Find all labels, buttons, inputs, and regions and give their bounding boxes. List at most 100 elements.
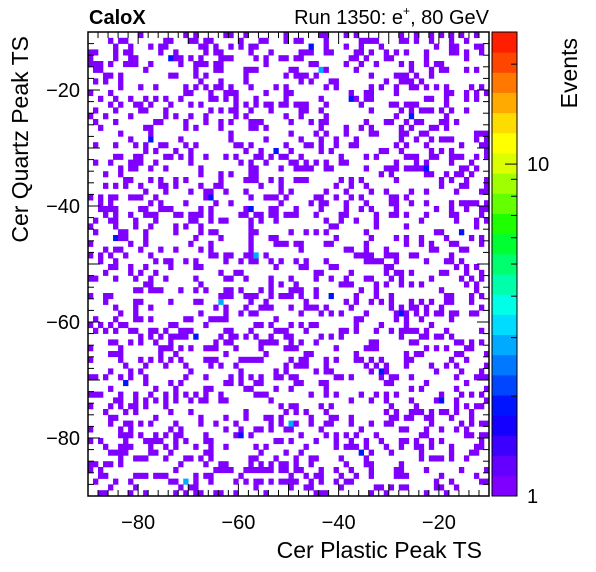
heatmap-cell (393, 194, 400, 201)
heatmap-cell (403, 414, 410, 421)
heatmap-cell (198, 229, 204, 236)
heatmap-cell (343, 298, 349, 305)
heatmap-cell (258, 374, 264, 381)
heatmap-cell (313, 130, 319, 137)
heatmap-cell (278, 327, 284, 334)
heatmap-cell (453, 362, 460, 369)
heatmap-cell (448, 310, 455, 317)
heatmap-cell (243, 275, 249, 282)
heatmap-cell (228, 32, 234, 39)
heatmap-cell (308, 391, 314, 398)
heatmap-cell (418, 443, 425, 450)
heatmap-cell (218, 55, 224, 62)
heatmap-cell (168, 356, 174, 363)
heatmap-cell (363, 275, 369, 282)
heatmap-cell (293, 177, 299, 184)
heatmap-cell (393, 49, 400, 56)
heatmap-cell (303, 304, 309, 311)
heatmap-cell (148, 438, 154, 445)
z-axis-title: Events (556, 38, 582, 108)
heatmap-cell (118, 246, 124, 253)
heatmap-cell (298, 246, 304, 253)
heatmap-cell (278, 478, 284, 485)
heatmap-cell (468, 200, 475, 207)
heatmap-cell (473, 43, 480, 50)
heatmap-cell (263, 443, 269, 450)
heatmap-cell (343, 327, 349, 334)
heatmap-cell (113, 55, 119, 62)
heatmap-cell (283, 142, 289, 149)
heatmap-cell (353, 356, 359, 363)
heatmap-cell (193, 124, 199, 131)
heatmap-cell (108, 293, 114, 300)
heatmap-cell (423, 171, 430, 178)
heatmap-cell (153, 287, 159, 294)
heatmap-cell (153, 432, 159, 439)
heatmap-cell (188, 484, 194, 491)
heatmap-cell (473, 200, 480, 207)
heatmap-cell (218, 171, 224, 178)
heatmap-cell (178, 356, 184, 363)
heatmap-cell (143, 490, 149, 497)
heatmap-cell (363, 119, 369, 126)
heatmap-cell (198, 55, 204, 62)
heatmap-cell (148, 101, 154, 108)
heatmap-cell (388, 327, 395, 334)
heatmap-cell (403, 240, 410, 247)
heatmap-cell (153, 217, 159, 224)
heatmap-cell (113, 194, 119, 201)
heatmap-cell (413, 153, 420, 160)
heatmap-cell (408, 188, 415, 195)
heatmap-cell (268, 461, 274, 468)
heatmap-cell (183, 258, 189, 265)
heatmap-cell (153, 449, 159, 456)
heatmap-cell (198, 165, 204, 172)
heatmap-cell (403, 438, 410, 445)
heatmap-cell (163, 95, 169, 102)
heatmap-cell (233, 113, 239, 120)
heatmap-cell (438, 397, 445, 404)
heatmap-cell (273, 235, 279, 242)
heatmap-cell (243, 148, 249, 155)
heatmap-cell (193, 472, 199, 479)
heatmap-cell (133, 275, 139, 282)
heatmap-cell (343, 130, 349, 137)
heatmap-cell (333, 374, 339, 381)
heatmap-cell (253, 119, 259, 126)
heatmap-cell (263, 37, 269, 44)
heatmap-cell (323, 409, 329, 416)
heatmap-cell (238, 368, 244, 375)
heatmap-cell (383, 443, 390, 450)
y-tick-label: −40 (46, 196, 80, 218)
heatmap-cell (158, 333, 164, 340)
heatmap-cell (388, 264, 395, 271)
heatmap-cell (358, 177, 364, 184)
heatmap-cell (383, 380, 390, 387)
heatmap-cell (113, 304, 119, 311)
heatmap-cell (463, 165, 470, 172)
heatmap-cell (173, 182, 179, 189)
heatmap-cell (423, 95, 430, 102)
heatmap-cell (448, 177, 455, 184)
heatmap-cell (278, 293, 284, 300)
heatmap-cell (208, 356, 214, 363)
heatmap-cell (318, 206, 324, 213)
heatmap-cell (343, 43, 349, 50)
heatmap-cell (108, 351, 114, 358)
heatmap-cell (348, 304, 354, 311)
heatmap-cell (118, 37, 124, 44)
heatmap-cell (443, 235, 450, 242)
heatmap-cell (138, 287, 144, 294)
heatmap-cell (453, 119, 460, 126)
heatmap-cell (303, 258, 309, 265)
heatmap-cell (183, 478, 189, 485)
heatmap-cell (138, 368, 144, 375)
heatmap-cell (88, 61, 94, 68)
heatmap-cell (483, 432, 490, 439)
heatmap-cell (163, 432, 169, 439)
heatmap-cell (293, 211, 299, 218)
heatmap-cell (483, 177, 490, 184)
heatmap-cell (133, 397, 139, 404)
heatmap-cell (233, 333, 239, 340)
heatmap-cell (168, 153, 174, 160)
